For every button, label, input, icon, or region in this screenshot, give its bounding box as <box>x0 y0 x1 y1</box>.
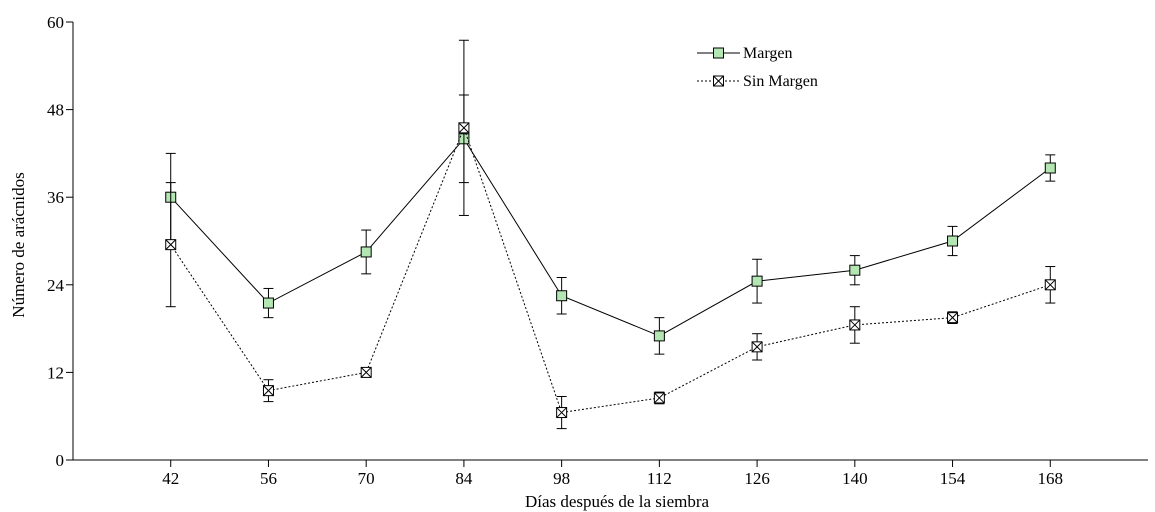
marker-cross <box>263 385 274 397</box>
y-tick-label: 36 <box>47 188 64 207</box>
data-point <box>556 290 568 302</box>
y-tick-label: 60 <box>47 13 64 32</box>
legend-label: Sin Margen <box>743 73 818 90</box>
y-tick-label: 0 <box>56 451 65 470</box>
legend-marker <box>713 47 724 59</box>
marker-cross <box>556 407 567 418</box>
x-tick-label: 126 <box>744 469 770 488</box>
legend-item: Sin Margen <box>697 73 818 90</box>
data-point <box>360 246 372 258</box>
marker-cross <box>1044 279 1056 291</box>
marker-cross <box>360 367 372 378</box>
data-point <box>751 275 763 287</box>
legend: Margen Sin Margen <box>697 45 818 90</box>
y-axis-title: Número de arácnidos <box>9 172 28 317</box>
marker-cross <box>751 341 763 353</box>
x-tick-label: 112 <box>647 469 672 488</box>
y-tick-label: 12 <box>47 363 64 382</box>
marker-cross <box>947 312 958 324</box>
series-line <box>170 126 1051 414</box>
marker-cross <box>165 239 177 251</box>
x-tick-label: 140 <box>842 469 868 488</box>
data-point <box>262 297 274 309</box>
data-point <box>849 264 861 276</box>
x-tick-label: 154 <box>940 469 966 488</box>
y-tick-label: 24 <box>47 276 65 295</box>
y-ticks: 0 12 24 36 48 60 <box>47 13 73 470</box>
x-ticks: 42 56 70 84 98 112 126 140 154 168 <box>162 460 1063 488</box>
data-point <box>1044 162 1056 174</box>
series-layer <box>165 39 1056 430</box>
x-axis-title: Días después de la siembra <box>525 492 710 511</box>
legend-label: Margen <box>743 45 792 62</box>
x-tick-label: 98 <box>553 469 570 488</box>
plot-area: 0 12 24 36 48 60 42 56 70 84 98 112 126 140 154 168 <box>47 13 1148 488</box>
series-sin-margen <box>165 39 1056 430</box>
y-tick-label: 48 <box>47 101 64 120</box>
x-tick-label: 168 <box>1038 469 1064 488</box>
marker-cross <box>458 122 470 134</box>
data-point <box>947 235 959 247</box>
marker-cross <box>849 319 861 331</box>
legend-item: Margen <box>697 45 792 62</box>
series-margen <box>165 94 1056 355</box>
series-line <box>170 137 1051 337</box>
x-tick-label: 42 <box>162 469 179 488</box>
marker-cross <box>654 392 665 404</box>
legend-marker-cross <box>713 75 724 87</box>
x-tick-label: 70 <box>358 469 375 488</box>
x-tick-label: 84 <box>455 469 473 488</box>
data-point <box>653 330 665 342</box>
x-tick-label: 56 <box>260 469 277 488</box>
